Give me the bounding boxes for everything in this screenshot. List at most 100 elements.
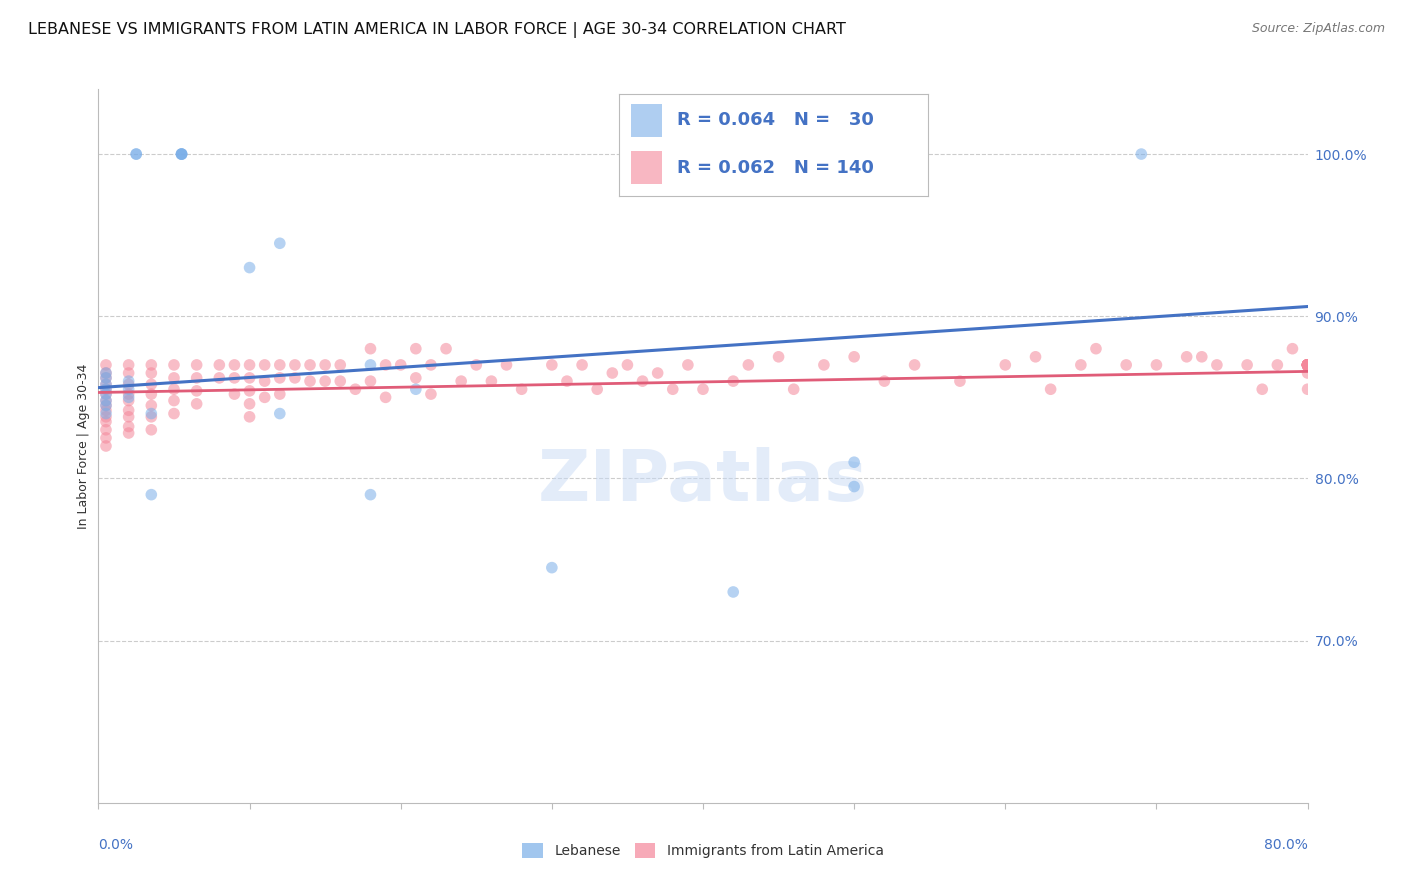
Point <box>571 358 593 372</box>
Point <box>208 371 231 385</box>
Point <box>586 382 609 396</box>
Point <box>94 403 117 417</box>
Point <box>662 382 685 396</box>
Point <box>1175 350 1198 364</box>
Point <box>94 377 117 392</box>
Point <box>1296 358 1319 372</box>
Point <box>723 374 745 388</box>
Point <box>284 358 307 372</box>
Point <box>1296 358 1319 372</box>
Point <box>540 560 562 574</box>
Point <box>125 147 148 161</box>
Point <box>224 358 246 372</box>
Point <box>844 455 866 469</box>
Point <box>269 387 291 401</box>
Point <box>141 399 163 413</box>
Point <box>1115 358 1137 372</box>
Point <box>314 358 336 372</box>
Point <box>186 371 208 385</box>
Point <box>949 374 972 388</box>
Text: 80.0%: 80.0% <box>1264 838 1308 853</box>
Point <box>1296 358 1319 372</box>
Point <box>163 407 186 421</box>
Point <box>94 387 117 401</box>
Point <box>1085 342 1108 356</box>
Point <box>118 393 141 408</box>
Point <box>170 147 193 161</box>
Point <box>360 488 382 502</box>
Point <box>269 236 291 251</box>
Point <box>1296 358 1319 372</box>
Point <box>1296 358 1319 372</box>
Point <box>125 147 148 161</box>
Text: ZIPatlas: ZIPatlas <box>538 447 868 516</box>
Point <box>141 366 163 380</box>
Point <box>141 377 163 392</box>
Point <box>118 387 141 401</box>
Point <box>170 147 193 161</box>
Point <box>118 358 141 372</box>
Point <box>284 371 307 385</box>
Point <box>299 358 322 372</box>
Point <box>1296 358 1319 372</box>
Point <box>299 374 322 388</box>
Point <box>239 358 262 372</box>
Point <box>329 358 352 372</box>
Point <box>94 439 117 453</box>
Point <box>163 371 186 385</box>
Point <box>186 358 208 372</box>
Point <box>253 390 276 404</box>
Point <box>602 366 624 380</box>
Point <box>374 358 396 372</box>
Point <box>141 423 163 437</box>
Point <box>1296 358 1319 372</box>
Point <box>1296 366 1319 380</box>
Point <box>94 409 117 424</box>
Point <box>1070 358 1092 372</box>
Text: Source: ZipAtlas.com: Source: ZipAtlas.com <box>1251 22 1385 36</box>
Point <box>844 350 866 364</box>
Point <box>1251 382 1274 396</box>
Point <box>1144 358 1167 372</box>
Point <box>405 382 427 396</box>
Point <box>389 358 412 372</box>
Point <box>94 399 117 413</box>
Point <box>420 387 443 401</box>
Point <box>329 374 352 388</box>
Point <box>1267 358 1289 372</box>
Point <box>1296 358 1319 372</box>
Point <box>540 358 562 372</box>
Point <box>118 425 141 440</box>
Point <box>141 488 163 502</box>
Y-axis label: In Labor Force | Age 30-34: In Labor Force | Age 30-34 <box>77 363 90 529</box>
Point <box>1296 358 1319 372</box>
Point <box>1191 350 1213 364</box>
Point <box>94 377 117 392</box>
Point <box>253 374 276 388</box>
Point <box>186 397 208 411</box>
Point <box>360 374 382 388</box>
Point <box>1236 358 1258 372</box>
Point <box>994 358 1017 372</box>
Point <box>1296 358 1319 372</box>
Point <box>647 366 669 380</box>
Text: 0.0%: 0.0% <box>98 838 134 853</box>
Point <box>481 374 503 388</box>
Point <box>1039 382 1062 396</box>
Point <box>616 358 638 372</box>
Point <box>873 374 896 388</box>
Point <box>1296 358 1319 372</box>
Point <box>676 358 699 372</box>
Point <box>118 419 141 434</box>
Point <box>141 387 163 401</box>
Point <box>118 366 141 380</box>
Point <box>555 374 578 388</box>
Point <box>1296 358 1319 372</box>
Point <box>1296 358 1319 372</box>
Point <box>224 371 246 385</box>
Point <box>94 358 117 372</box>
Point <box>314 374 336 388</box>
Point <box>94 366 117 380</box>
Point <box>94 431 117 445</box>
Point <box>1296 382 1319 396</box>
